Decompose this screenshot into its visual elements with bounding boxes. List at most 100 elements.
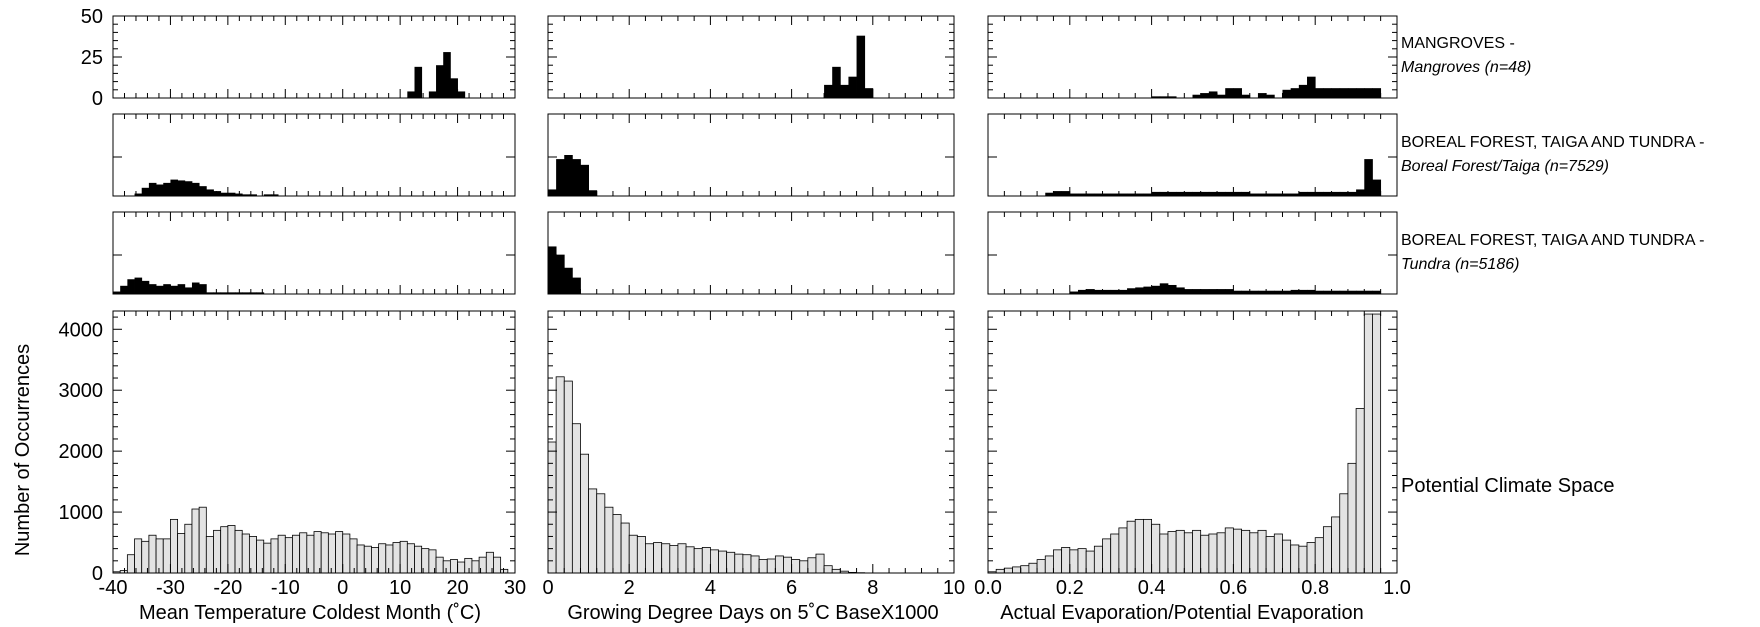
histogram-bar xyxy=(1372,179,1382,196)
histogram-bar xyxy=(263,194,272,196)
x-tick-label: -30 xyxy=(156,577,185,599)
histogram-bar xyxy=(1323,290,1332,294)
histogram-bar xyxy=(148,534,157,574)
histogram-bar xyxy=(1012,566,1022,574)
histogram-bar xyxy=(436,65,444,98)
label-layer: Number of Occurrences Mean Temperature C… xyxy=(12,35,1704,624)
x-tick-label: 10 xyxy=(389,577,411,599)
histogram-bar xyxy=(1282,290,1292,294)
histogram-bar xyxy=(1020,565,1030,574)
histogram-bar xyxy=(548,189,557,196)
histogram-bar xyxy=(292,534,301,574)
histogram-bar xyxy=(718,550,728,574)
histogram-bar xyxy=(1184,191,1193,196)
histogram-bar xyxy=(1077,548,1087,574)
histogram-bar xyxy=(277,534,286,574)
histogram-bar xyxy=(1044,555,1054,574)
x-tick-label: 0.8 xyxy=(1301,577,1329,599)
histogram-bar xyxy=(1069,291,1079,294)
histogram-bar xyxy=(653,542,663,574)
histogram-bar xyxy=(1061,191,1071,196)
histogram-bar xyxy=(1176,191,1185,196)
histogram-bar xyxy=(1249,193,1259,196)
histogram-bar xyxy=(148,182,157,196)
histogram-bar xyxy=(1217,191,1226,196)
histogram-bar xyxy=(1118,289,1128,294)
histogram-bar xyxy=(205,536,214,574)
histogram-bar xyxy=(1077,193,1087,196)
histogram-bar xyxy=(1233,290,1242,294)
histogram-bar xyxy=(1159,191,1169,196)
histogram-bar xyxy=(399,540,408,574)
histogram-bar xyxy=(1274,193,1283,196)
x-tick-label: 30 xyxy=(504,577,526,599)
histogram-bar xyxy=(1225,191,1234,196)
histogram-bar xyxy=(1143,286,1152,294)
histogram-bar xyxy=(1315,290,1324,294)
histogram-bar xyxy=(783,556,792,574)
histogram-bar xyxy=(1143,193,1152,196)
histogram-bar xyxy=(588,488,598,574)
histogram-bar xyxy=(227,292,236,294)
histogram-bar xyxy=(342,533,351,574)
histogram-bar xyxy=(1094,289,1103,294)
histogram-bar xyxy=(1307,76,1316,98)
x-tick-label: -20 xyxy=(213,577,242,599)
histogram-bar xyxy=(1273,533,1283,574)
histogram-bar xyxy=(1135,287,1144,294)
histogram-bar xyxy=(1216,532,1226,574)
histogram-bar xyxy=(1118,193,1128,196)
histogram-bar xyxy=(249,292,257,294)
histogram-bar xyxy=(710,549,719,574)
histogram-bar xyxy=(1118,527,1128,574)
y-tick-label: 50 xyxy=(81,6,103,28)
histogram-bar xyxy=(1339,88,1349,98)
histogram-bar xyxy=(1102,289,1112,294)
histogram-bar xyxy=(449,559,458,574)
histogram-bar xyxy=(1208,289,1218,294)
histogram-bar xyxy=(548,246,557,294)
panel-frame xyxy=(112,211,516,295)
row-label-tundra: BOREAL FOREST, TAIGA AND TUNDRA - xyxy=(1401,232,1704,249)
histogram-bar xyxy=(1265,536,1275,574)
histogram-bar xyxy=(126,554,135,574)
histogram-bar xyxy=(1225,88,1234,98)
histogram-bar xyxy=(1347,88,1357,98)
histogram-bar xyxy=(220,526,229,574)
histogram-bar xyxy=(1224,527,1234,574)
histogram-bar xyxy=(1102,193,1112,196)
histogram-bar xyxy=(1167,284,1177,294)
histogram-bar xyxy=(378,543,387,574)
histogram-bar xyxy=(1347,191,1357,196)
histogram-bar xyxy=(1192,191,1202,196)
histogram-bar xyxy=(620,522,630,574)
histogram-bar xyxy=(1266,290,1275,294)
histogram-bar xyxy=(392,542,401,574)
histogram-bar xyxy=(170,179,179,196)
histogram-bar xyxy=(1339,290,1349,294)
histogram-bar xyxy=(234,529,243,574)
histogram-bar xyxy=(493,556,502,574)
histogram-bar xyxy=(1241,290,1251,294)
histogram-bar xyxy=(313,531,322,574)
histogram-bar xyxy=(807,557,817,574)
histogram-bar xyxy=(1126,520,1136,574)
panel-frame xyxy=(547,113,955,197)
panel-frame xyxy=(987,211,1398,295)
histogram-bar xyxy=(1322,526,1332,574)
histogram-bar xyxy=(669,545,679,574)
histogram-bar xyxy=(799,560,809,574)
histogram-bar xyxy=(1110,193,1120,196)
histogram-bar xyxy=(1298,289,1308,294)
histogram-bar xyxy=(693,548,703,574)
histogram-bar xyxy=(1003,567,1013,574)
histogram-bar xyxy=(213,191,222,196)
histogram-bar xyxy=(198,506,207,574)
histogram-bar xyxy=(428,91,437,98)
histogram-bar xyxy=(1200,289,1210,294)
histogram-bar xyxy=(1192,289,1202,294)
histogram-bar xyxy=(758,559,768,574)
histogram-bar xyxy=(1233,88,1242,98)
histogram-bar xyxy=(249,194,257,196)
histogram-bar xyxy=(1257,290,1267,294)
